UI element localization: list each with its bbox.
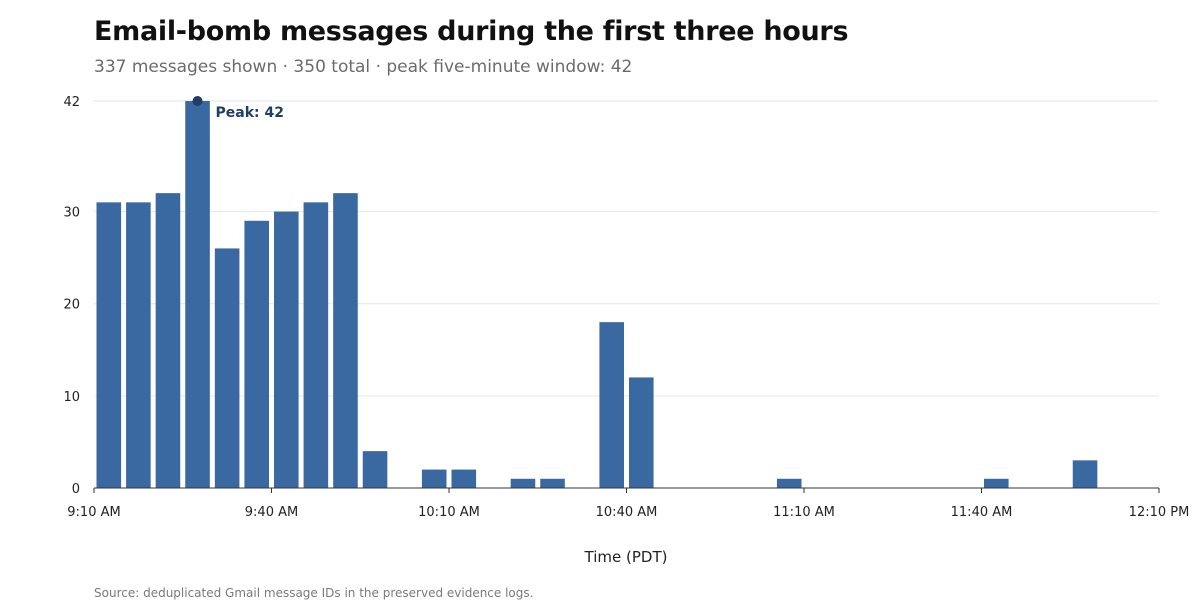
gridlines: [94, 100, 1159, 397]
bar: [984, 478, 1009, 488]
bar: [629, 377, 654, 488]
bar: [126, 202, 151, 488]
bar: [274, 211, 299, 489]
bar: [599, 322, 624, 488]
bar: [333, 193, 358, 488]
bar: [1072, 460, 1098, 488]
x-tick-label: 9:40 AM: [245, 505, 298, 520]
bar: [303, 202, 329, 488]
bar: [421, 469, 447, 488]
x-tick-label: 9:10 AM: [67, 505, 120, 520]
bar: [451, 469, 477, 488]
bars: [96, 101, 1098, 489]
x-tick-label: 10:10 AM: [418, 505, 480, 520]
bar: [244, 220, 269, 489]
y-axis-labels: 0 10 20 30 42: [63, 95, 80, 497]
bar: [155, 193, 181, 488]
peak-label: Peak: 42: [216, 105, 284, 121]
y-tick-label: 20: [63, 298, 80, 313]
x-tick-label: 12:10 PM: [1129, 505, 1190, 520]
peak-annotation: Peak: 42: [192, 96, 284, 121]
x-tick-label: 11:10 AM: [773, 505, 835, 520]
x-axis-title: Time (PDT): [584, 548, 668, 566]
bar: [362, 451, 388, 488]
bar: [96, 202, 122, 488]
bar: [185, 101, 210, 488]
y-tick-label: 30: [63, 206, 80, 221]
bar: [776, 478, 802, 488]
chart-subtitle: 337 messages shown · 350 total · peak fi…: [94, 57, 633, 77]
bar: [540, 478, 565, 488]
chart-title: Email-bomb messages during the first thr…: [94, 16, 849, 47]
y-tick-label: 42: [63, 95, 80, 110]
bar: [214, 248, 240, 488]
peak-marker: [192, 96, 203, 106]
source-note: Source: deduplicated Gmail message IDs i…: [94, 586, 534, 600]
y-tick-label: 10: [63, 390, 80, 405]
x-axis: [93, 487, 1160, 493]
y-tick-label: 0: [72, 482, 80, 497]
bar: [510, 478, 536, 488]
x-tick-label: 11:40 AM: [951, 505, 1013, 520]
x-tick-label: 10:40 AM: [596, 505, 658, 520]
x-axis-labels: 9:10 AM 9:40 AM 10:10 AM 10:40 AM 11:10 AM 11…: [67, 505, 1189, 520]
